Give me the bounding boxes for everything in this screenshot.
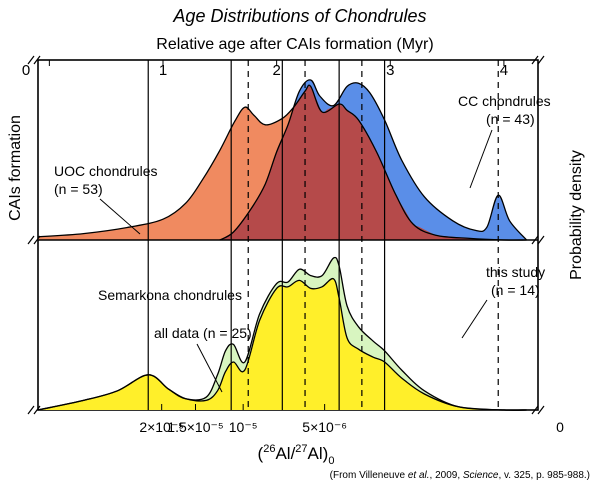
bottom-tick-label: 1.5×10⁻⁵ — [167, 419, 223, 435]
cc-label: CC chondrules — [458, 93, 551, 109]
left-axis-label: CAIs formation — [7, 115, 24, 221]
uoc-label: UOC chondrules — [54, 163, 158, 179]
curve-uoc-chondrules — [37, 84, 527, 241]
top-tick-label: 2 — [272, 62, 280, 79]
cc-count: (n = 43) — [486, 111, 535, 127]
top-tick-label: 0 — [22, 62, 30, 79]
chart-title: Age Distributions of Chondrules — [172, 6, 426, 26]
bottom-tick-label: 10⁻⁵ — [229, 419, 258, 435]
bottom-axis-ticks: 2×10⁻⁵1.5×10⁻⁵ 10⁻⁵ 5×10⁻⁶ 0 — [139, 404, 564, 435]
this-study-label: this study — [486, 264, 545, 280]
bottom-tick-label: 2×10⁻⁵ — [139, 419, 184, 435]
semarkona-title: Semarkona chondrules — [98, 287, 242, 303]
uoc-leader — [99, 198, 141, 235]
uoc-count: (n = 53) — [54, 181, 103, 197]
reference-lines — [147, 60, 499, 410]
top-tick-label: 3 — [386, 62, 394, 79]
axis-break-marks — [27, 55, 545, 415]
cc-leader — [469, 129, 493, 189]
top-tick-label: 4 — [500, 62, 508, 79]
this-study-leader — [461, 299, 488, 339]
this-study-count: (n = 14) — [491, 282, 540, 298]
top-axis-ticks: 0 1 2 3 4 — [22, 60, 508, 79]
top-tick-label: 1 — [159, 62, 167, 79]
area-overlap — [219, 86, 527, 240]
curve-cc-chondrules — [219, 79, 528, 241]
bottom-tick-label: 0 — [556, 419, 564, 435]
source-note: (From Villeneuve et al., 2009, Science, … — [330, 470, 590, 481]
top-axis-label: Relative age after CAIs formation (Myr) — [156, 36, 433, 53]
all-data-label: all data (n = 25) — [154, 325, 252, 341]
bottom-tick-label: 5×10⁻⁶ — [302, 419, 347, 435]
bottom-axis-label: (26Al/27Al)0 — [258, 443, 335, 467]
all-data-leader — [196, 343, 223, 393]
curve-this-study — [37, 277, 527, 411]
right-axis-label: Probability density — [568, 150, 585, 280]
